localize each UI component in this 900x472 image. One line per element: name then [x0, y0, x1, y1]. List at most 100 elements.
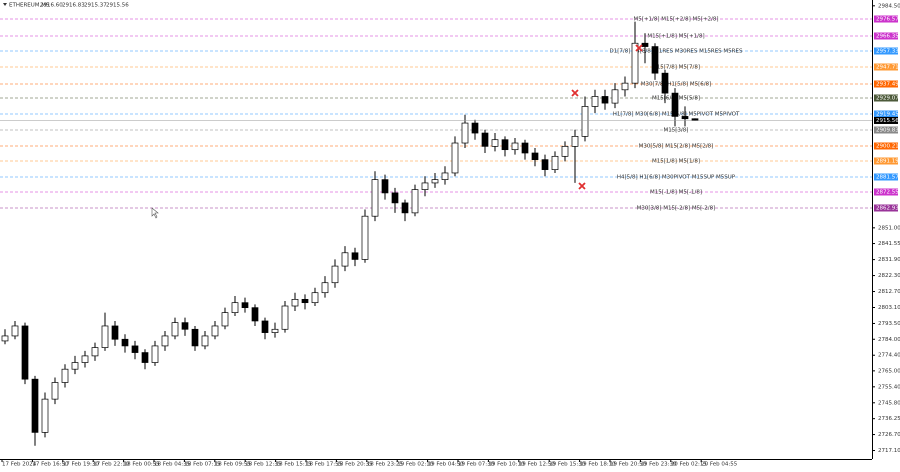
candle-body	[291, 298, 299, 307]
candle-body	[81, 355, 89, 363]
level-price-box	[874, 15, 898, 23]
candle-body	[571, 136, 579, 147]
y-tick-label: 2822.30	[878, 273, 900, 279]
candle-body	[591, 96, 599, 107]
level-label: H4[5/8] H1[6/8] M30PIVOT M15SUP M5SUP	[617, 174, 736, 180]
level-price: 2881.57	[876, 174, 899, 180]
candle-body	[491, 139, 499, 147]
candle-body	[401, 202, 409, 214]
candle-body	[661, 72, 669, 94]
candle-body	[421, 182, 429, 190]
candle-body	[541, 159, 549, 170]
level-price-box	[874, 142, 898, 150]
level-price: 2947.71	[876, 65, 899, 71]
signal-x	[571, 89, 579, 97]
candle-body	[461, 122, 469, 144]
candle-body	[501, 139, 509, 151]
candle-body	[551, 155, 559, 170]
y-tick-label: 2726.70	[878, 432, 900, 438]
level-price-box	[874, 80, 898, 88]
level-price: 2862.93	[876, 205, 899, 211]
level-price-box	[874, 110, 898, 118]
level-price-box	[874, 47, 898, 55]
y-tick-label: 2851.00	[878, 225, 900, 231]
y-tick-label: 2755.40	[878, 384, 900, 390]
level-price: 2966.35	[876, 34, 899, 40]
x-tick-label: 17 Feb 16:50	[32, 462, 69, 468]
chart-title: ETHEREUM,M5	[9, 3, 50, 9]
current-price-box	[874, 116, 898, 124]
candle-body	[51, 382, 59, 400]
y-tick-label: 2765.00	[878, 368, 900, 374]
level-label: M30[5/8] M15[2/8] M5[2/8]	[639, 143, 714, 149]
level-price: 2900.21	[876, 143, 899, 149]
candles: 2915.56	[0, 21, 899, 446]
ohlc-value: 2915.37	[84, 3, 107, 9]
y-tick-label: 2831.90	[878, 257, 900, 263]
candle-body	[191, 328, 199, 347]
x-tick-label: 19 Feb 23:30	[640, 462, 677, 468]
candle-body	[151, 345, 159, 363]
candle-body	[101, 325, 109, 348]
x-tick-label: 18 Feb 17:55	[306, 462, 343, 468]
level-price-box	[874, 32, 898, 40]
x-tick-label: 19 Feb 02:10	[397, 462, 434, 468]
candle-body	[71, 362, 79, 370]
x-tick-label: 18 Feb 12:35	[245, 462, 282, 468]
x-tick-label: 20 Feb 02:15	[671, 462, 708, 468]
level-price-box	[874, 94, 898, 102]
candle-body	[111, 325, 119, 340]
candle-body	[41, 398, 49, 433]
level-price: 2919.45	[876, 112, 899, 118]
candle-body	[231, 302, 239, 314]
x-tick-label: 17 Feb 19:30	[63, 462, 100, 468]
candle-body	[581, 106, 589, 137]
x-tick-label: 19 Feb 12:50	[519, 462, 556, 468]
y-tick-label: 2793.50	[878, 321, 900, 327]
x-tick-label: 18 Feb 23:25	[367, 462, 404, 468]
candle-body	[321, 282, 329, 294]
level-price-box	[874, 126, 898, 134]
level-price: 2909.83	[876, 128, 899, 134]
y-tick-label: 2774.40	[878, 353, 900, 359]
candle-body	[91, 347, 99, 357]
candle-body	[351, 252, 359, 260]
candle-body	[391, 192, 399, 204]
candle-body	[141, 352, 149, 363]
candle-body	[331, 265, 339, 284]
candle-body	[671, 92, 679, 117]
y-tick-label: 2745.80	[878, 400, 900, 406]
level-label: D1[7/8] H4[8/8] H1RES M30RES M15RES M5RE…	[610, 49, 743, 55]
candle-body	[381, 179, 389, 194]
level-label: M15[7/8] M5[7/8]	[652, 65, 700, 71]
candle-body	[531, 152, 539, 161]
level-label: M15[+1/8] M5[+1/8]	[647, 34, 704, 40]
candle-body	[221, 312, 229, 327]
signal-marks	[571, 44, 643, 190]
candle-body	[21, 325, 29, 380]
level-price-box	[874, 63, 898, 71]
signal-x	[578, 182, 586, 190]
candle-body	[1, 335, 9, 342]
level-price: 2929.07	[876, 96, 899, 102]
candle-body	[441, 172, 449, 180]
candle-body	[201, 335, 209, 347]
ohlc-header: 2916.60 2916.83 2915.37 2915.56	[40, 3, 129, 9]
candle-body	[261, 320, 269, 333]
ohlc-value: 2916.83	[62, 3, 85, 9]
x-tick-label: 18 Feb 15:15	[276, 462, 313, 468]
candle-body	[641, 42, 649, 47]
candle-body	[251, 307, 259, 322]
level-label: M15[-1/8] M5[-1/8]	[650, 189, 702, 195]
x-tick-label: 19 Feb 07:30	[458, 462, 495, 468]
candle-body	[521, 142, 529, 154]
candle-body	[361, 215, 369, 260]
menu-arrow[interactable]	[3, 3, 7, 6]
candle-body	[271, 328, 279, 333]
candle-body	[691, 118, 699, 121]
level-price: 2891.19	[876, 158, 899, 164]
level-label: M15[3/8]	[664, 128, 689, 134]
current-price: 2915.56	[876, 118, 899, 124]
